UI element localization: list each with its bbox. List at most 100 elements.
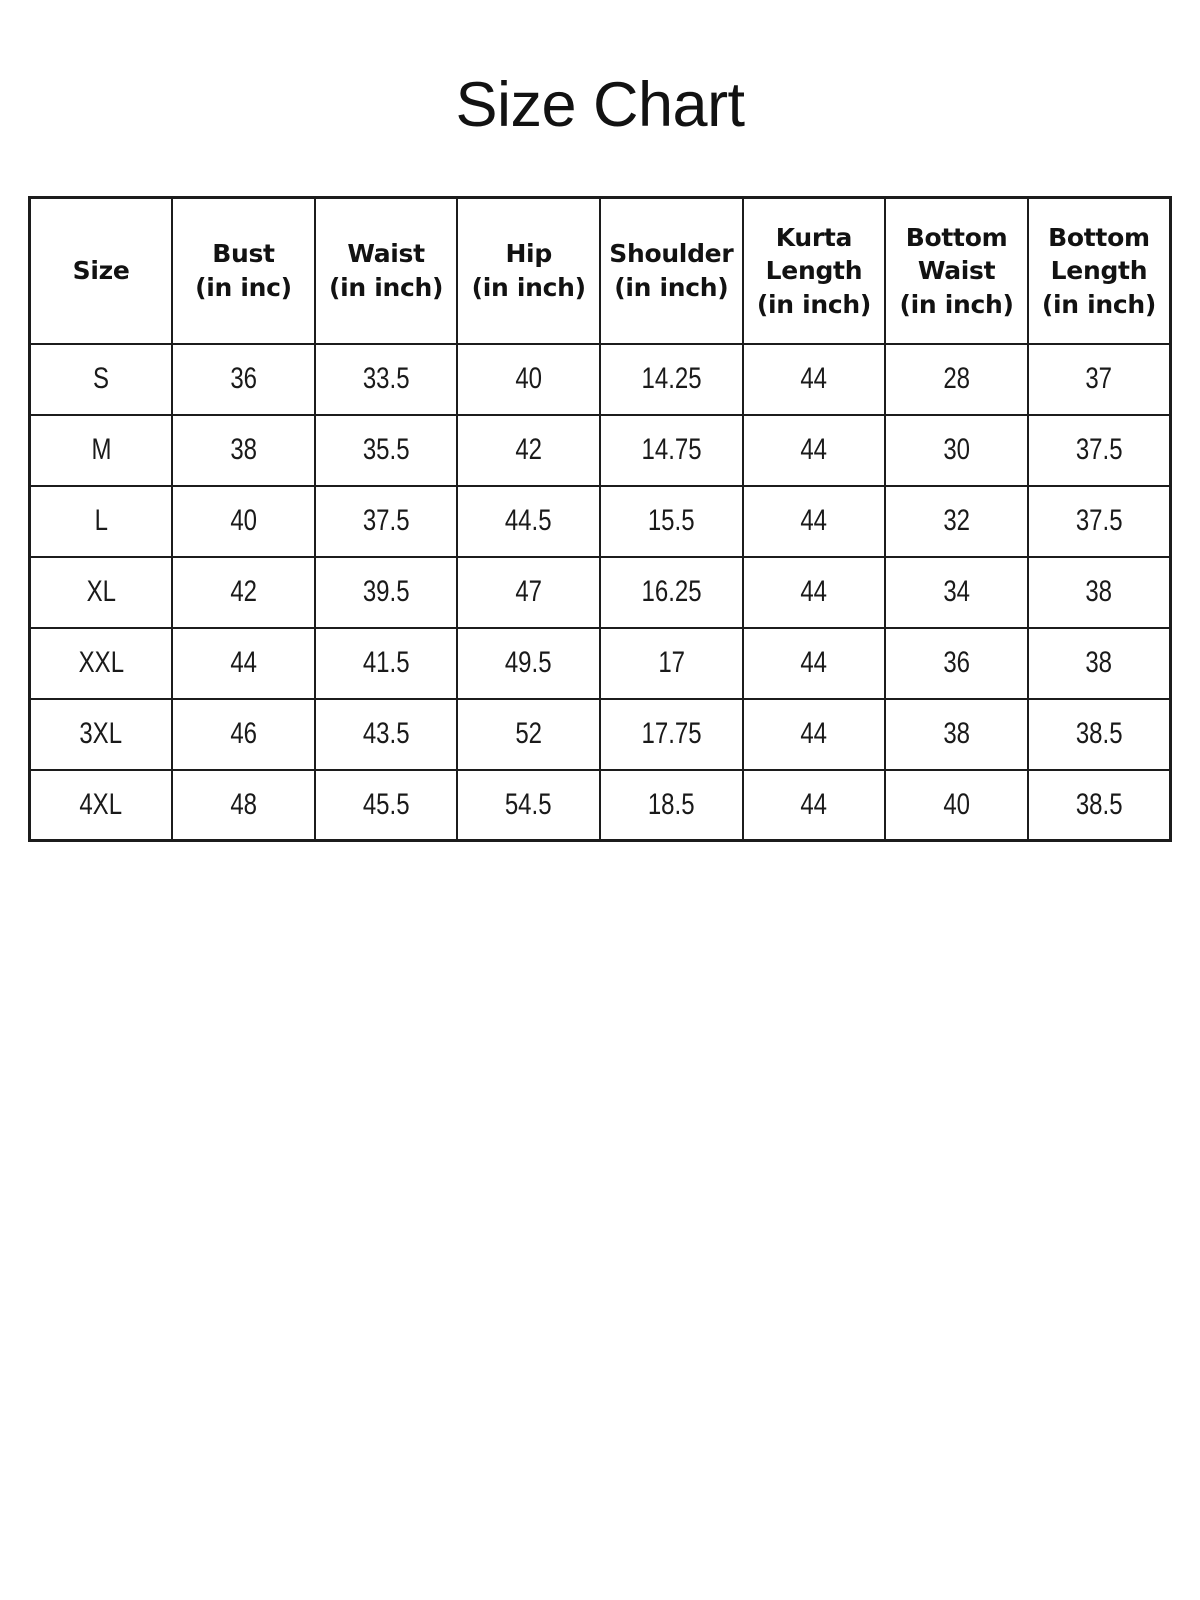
measurement-cell: 38 <box>884 697 1029 771</box>
measurement-cell: 54.5 <box>456 768 601 842</box>
table-body: S 36 33.5 40 14.25 44 28 37 M 38 35.5 42 14.75 44 30 37… <box>28 342 1172 842</box>
cell-value: 41.5 <box>362 646 410 679</box>
cell-value: 40 <box>943 787 970 821</box>
table-header: Size Bust (in inc) Waist (in inch) Hip (in … <box>28 196 1172 345</box>
table-header-cell: Hip (in inch) <box>456 196 601 345</box>
measurement-cell: 33.5 <box>313 342 459 416</box>
size-label-cell: 3XL <box>28 697 174 771</box>
measurement-cell: 36 <box>884 626 1029 700</box>
cell-value: 16.25 <box>641 575 702 608</box>
cell-value: 49.5 <box>505 646 553 679</box>
size-label-cell: S <box>28 342 174 416</box>
cell-value: 44 <box>800 646 828 679</box>
cell-value: 37.5 <box>1075 504 1123 537</box>
measurement-cell: 38.5 <box>1026 697 1172 771</box>
measurement-cell: 46 <box>171 697 316 771</box>
measurement-cell: 14.25 <box>599 342 744 416</box>
cell-value: L <box>94 504 108 537</box>
cell-value: 3XL <box>79 717 123 750</box>
size-label-cell: M <box>28 413 174 487</box>
measurement-cell: 44 <box>741 413 887 487</box>
measurement-cell: 38 <box>1026 555 1172 629</box>
cell-value: 28 <box>943 362 970 395</box>
cell-value: 44 <box>800 433 828 466</box>
measurement-cell: 17 <box>599 626 744 700</box>
measurement-cell: 44 <box>741 626 887 700</box>
measurement-cell: 44 <box>171 626 316 700</box>
table-header-cell: Bottom Waist (in inch) <box>884 196 1029 345</box>
measurement-cell: 42 <box>171 555 316 629</box>
size-label-cell: 4XL <box>28 768 174 842</box>
measurement-cell: 17.75 <box>599 697 744 771</box>
cell-value: 44 <box>800 362 828 395</box>
measurement-cell: 43.5 <box>313 697 459 771</box>
cell-value: 14.25 <box>641 362 702 395</box>
measurement-cell: 42 <box>456 413 601 487</box>
table-row: XL 42 39.5 47 16.25 44 34 38 <box>28 555 1172 629</box>
measurement-cell: 48 <box>171 768 316 842</box>
measurement-cell: 40 <box>171 484 316 558</box>
cell-value: M <box>91 433 112 466</box>
cell-value: 38.5 <box>1075 717 1123 750</box>
cell-value: 54.5 <box>505 787 553 821</box>
cell-value: 30 <box>943 433 970 466</box>
cell-value: 37.5 <box>362 504 410 537</box>
cell-value: 36 <box>230 362 257 395</box>
cell-value: XL <box>86 575 116 608</box>
measurement-cell: 38.5 <box>1026 768 1172 842</box>
measurement-cell: 49.5 <box>456 626 601 700</box>
table-row: M 38 35.5 42 14.75 44 30 37.5 <box>28 413 1172 487</box>
cell-value: 48 <box>230 787 257 821</box>
cell-value: 17 <box>657 646 685 679</box>
measurement-cell: 38 <box>171 413 316 487</box>
table-header-cell: Bust (in inc) <box>171 196 316 345</box>
measurement-cell: 45.5 <box>313 768 459 842</box>
cell-value: XXL <box>78 646 124 679</box>
measurement-cell: 37.5 <box>1026 484 1172 558</box>
cell-value: 44 <box>800 787 828 821</box>
measurement-cell: 52 <box>456 697 601 771</box>
measurement-cell: 14.75 <box>599 413 744 487</box>
cell-value: 40 <box>515 362 543 395</box>
measurement-cell: 15.5 <box>599 484 744 558</box>
measurement-cell: 34 <box>884 555 1029 629</box>
cell-value: 38 <box>1085 646 1113 679</box>
table-header-cell: Bottom Length (in inch) <box>1026 196 1172 345</box>
cell-value: 37 <box>1085 362 1113 395</box>
measurement-cell: 44.5 <box>456 484 601 558</box>
measurement-cell: 39.5 <box>313 555 459 629</box>
measurement-cell: 41.5 <box>313 626 459 700</box>
page-title: Size Chart <box>455 70 745 140</box>
table-header-cell: Shoulder (in inch) <box>599 196 744 345</box>
cell-value: 44 <box>800 504 828 537</box>
cell-value: 15.5 <box>647 504 695 537</box>
cell-value: 34 <box>943 575 970 608</box>
cell-value: 42 <box>515 433 543 466</box>
cell-value: 45.5 <box>362 787 410 821</box>
cell-value: 44.5 <box>505 504 553 537</box>
table-row: 4XL 48 45.5 54.5 18.5 44 40 38.5 <box>28 768 1172 842</box>
cell-value: 38 <box>1085 575 1113 608</box>
size-label-cell: L <box>28 484 174 558</box>
cell-value: 43.5 <box>362 717 410 750</box>
cell-value: 35.5 <box>362 433 410 466</box>
cell-value: 38 <box>943 717 970 750</box>
table-header-cell: Kurta Length (in inch) <box>741 196 887 345</box>
cell-value: S <box>93 362 110 395</box>
measurement-cell: 38 <box>1026 626 1172 700</box>
table-row: XXL 44 41.5 49.5 17 44 36 38 <box>28 626 1172 700</box>
measurement-cell: 28 <box>884 342 1029 416</box>
measurement-cell: 40 <box>456 342 601 416</box>
cell-value: 42 <box>230 575 257 608</box>
cell-value: 47 <box>515 575 543 608</box>
measurement-cell: 44 <box>741 484 887 558</box>
measurement-cell: 44 <box>741 697 887 771</box>
cell-value: 37.5 <box>1075 433 1123 466</box>
measurement-cell: 37 <box>1026 342 1172 416</box>
measurement-cell: 18.5 <box>599 768 744 842</box>
table-header-cell: Size <box>28 196 174 345</box>
measurement-cell: 16.25 <box>599 555 744 629</box>
measurement-cell: 37.5 <box>313 484 459 558</box>
cell-value: 40 <box>230 504 257 537</box>
measurement-cell: 32 <box>884 484 1029 558</box>
